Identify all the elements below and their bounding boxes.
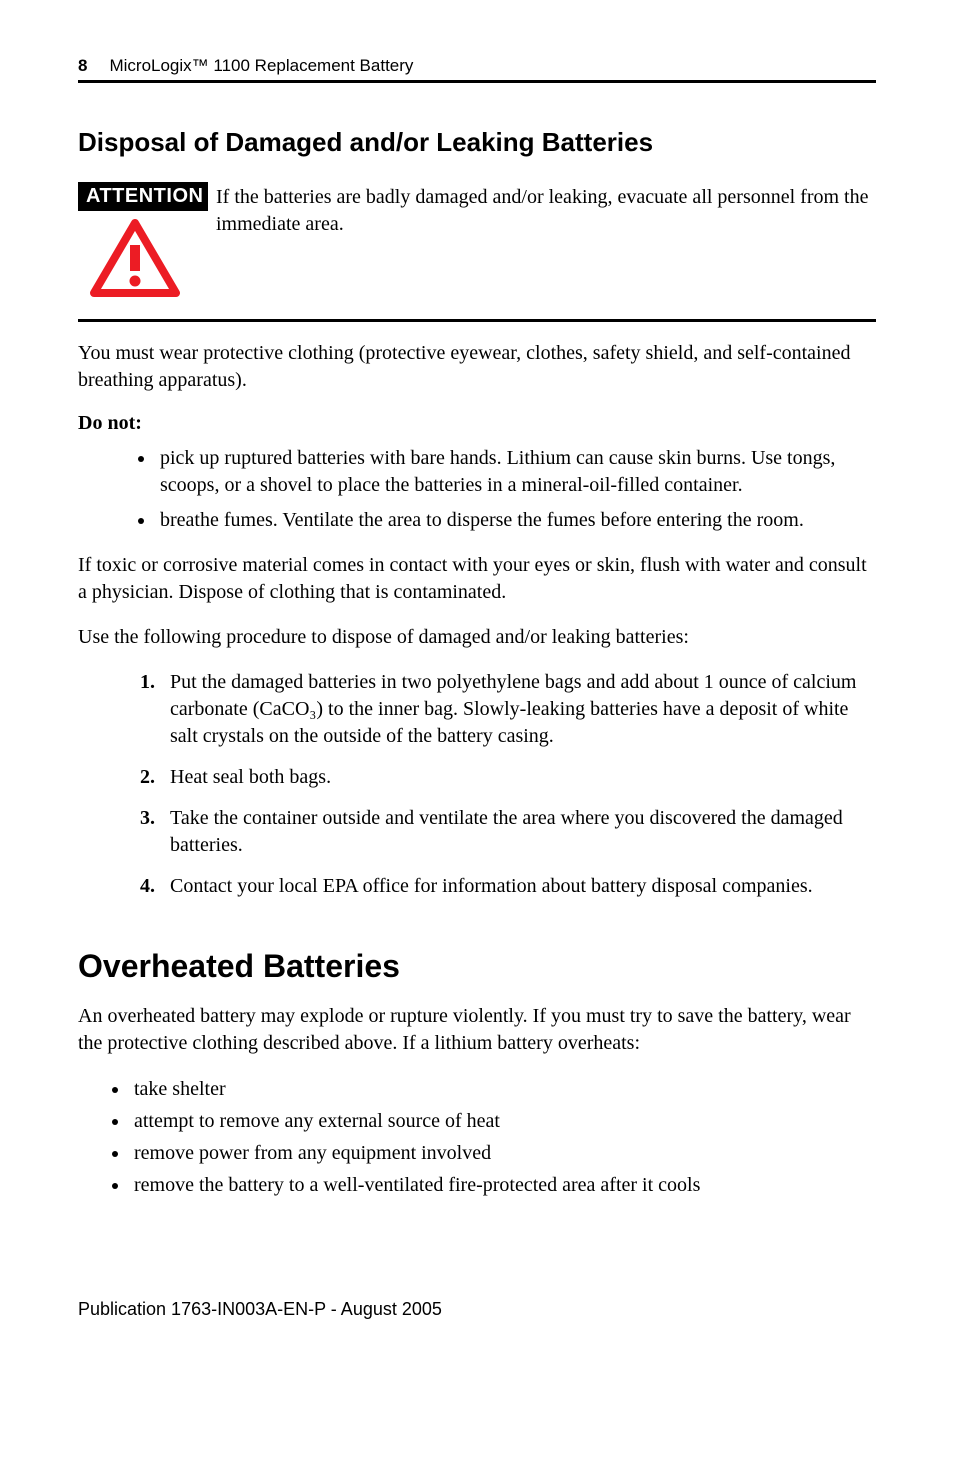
publication-footer: Publication 1763-IN003A-EN-P - August 20… (78, 1299, 876, 1320)
do-not-label: Do not: (78, 412, 876, 435)
list-item: Heat seal both bags. (140, 764, 876, 791)
do-not-list: pick up ruptured batteries with bare han… (78, 445, 876, 534)
list-item: attempt to remove any external source of… (130, 1107, 876, 1135)
running-header: 8 MicroLogix™ 1100 Replacement Battery (78, 56, 876, 76)
section-heading-disposal: Disposal of Damaged and/or Leaking Batte… (78, 127, 876, 158)
list-item: remove power from any equipment involved (130, 1139, 876, 1167)
body-paragraph: Use the following procedure to dispose o… (78, 624, 876, 651)
doc-title: MicroLogix™ 1100 Replacement Battery (109, 56, 413, 76)
section-heading-overheated: Overheated Batteries (78, 948, 876, 985)
warning-triangle-icon (78, 217, 208, 299)
attention-text: If the batteries are badly damaged and/o… (216, 182, 876, 238)
list-item: Contact your local EPA office for inform… (140, 873, 876, 900)
attention-label: ATTENTION (78, 182, 208, 211)
attention-rule (78, 319, 876, 322)
list-item: take shelter (130, 1075, 876, 1103)
procedure-steps: Put the damaged batteries in two polyeth… (78, 669, 876, 900)
overheated-list: take shelter attempt to remove any exter… (78, 1075, 876, 1199)
body-paragraph: You must wear protective clothing (prote… (78, 340, 876, 394)
page-number: 8 (78, 56, 87, 76)
list-item: breathe fumes. Ventilate the area to dis… (156, 507, 876, 534)
body-paragraph: If toxic or corrosive material comes in … (78, 552, 876, 606)
list-item: remove the battery to a well-ventilated … (130, 1171, 876, 1199)
list-item: Put the damaged batteries in two polyeth… (140, 669, 876, 750)
list-item: pick up ruptured batteries with bare han… (156, 445, 876, 499)
header-rule (78, 80, 876, 83)
attention-callout: ATTENTION If the batteries are badly dam… (78, 182, 876, 299)
list-item: Take the container outside and ventilate… (140, 805, 876, 859)
body-paragraph: An overheated battery may explode or rup… (78, 1003, 876, 1057)
